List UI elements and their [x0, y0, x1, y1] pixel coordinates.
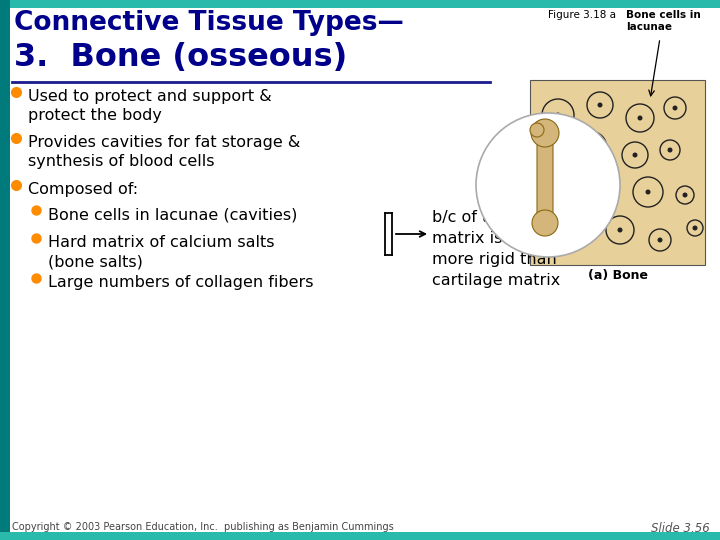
Text: Copyright © 2003 Pearson Education, Inc.  publishing as Benjamin Cummings: Copyright © 2003 Pearson Education, Inc.… [12, 522, 394, 532]
Circle shape [532, 210, 558, 236]
Circle shape [693, 226, 698, 231]
Circle shape [476, 113, 620, 257]
Text: Composed of:: Composed of: [28, 182, 138, 197]
Circle shape [657, 238, 662, 242]
Circle shape [557, 192, 562, 198]
FancyBboxPatch shape [537, 126, 553, 230]
Bar [0, 532, 720, 540]
Circle shape [547, 152, 552, 158]
Text: Provides cavities for fat storage &
synthesis of blood cells: Provides cavities for fat storage & synt… [28, 135, 300, 169]
Text: b/c of these 2, bone
matrix is harder &
more rigid than
cartilage matrix: b/c of these 2, bone matrix is harder & … [432, 210, 592, 288]
Text: Hard matrix of calcium salts
(bone salts): Hard matrix of calcium salts (bone salts… [48, 235, 274, 269]
Text: 3.  Bone (osseous): 3. Bone (osseous) [14, 42, 347, 73]
Text: Bone cells in
lacunae: Bone cells in lacunae [626, 10, 701, 32]
Circle shape [672, 105, 678, 111]
Text: Bone cells in lacunae (cavities): Bone cells in lacunae (cavities) [48, 207, 297, 222]
Circle shape [530, 123, 544, 137]
Circle shape [598, 103, 603, 107]
Bar [0, 0, 10, 540]
Text: Connective Tissue Types—: Connective Tissue Types— [14, 10, 404, 36]
Bar [0, 0, 720, 8]
Circle shape [683, 192, 688, 198]
Circle shape [556, 112, 560, 118]
Circle shape [618, 227, 623, 233]
Circle shape [667, 147, 672, 152]
Circle shape [572, 233, 577, 238]
Text: Figure 3.18 a: Figure 3.18 a [548, 10, 616, 20]
Circle shape [603, 187, 608, 192]
Circle shape [646, 190, 650, 194]
Text: Used to protect and support &
protect the body: Used to protect and support & protect th… [28, 89, 271, 123]
Circle shape [632, 152, 637, 158]
Circle shape [531, 119, 559, 147]
Circle shape [588, 145, 593, 151]
Circle shape [637, 116, 642, 120]
Text: Large numbers of collagen fibers: Large numbers of collagen fibers [48, 275, 313, 290]
Text: Slide 3.56: Slide 3.56 [652, 522, 710, 535]
Text: (a) Bone: (a) Bone [588, 269, 647, 282]
Bar [530, 80, 705, 265]
